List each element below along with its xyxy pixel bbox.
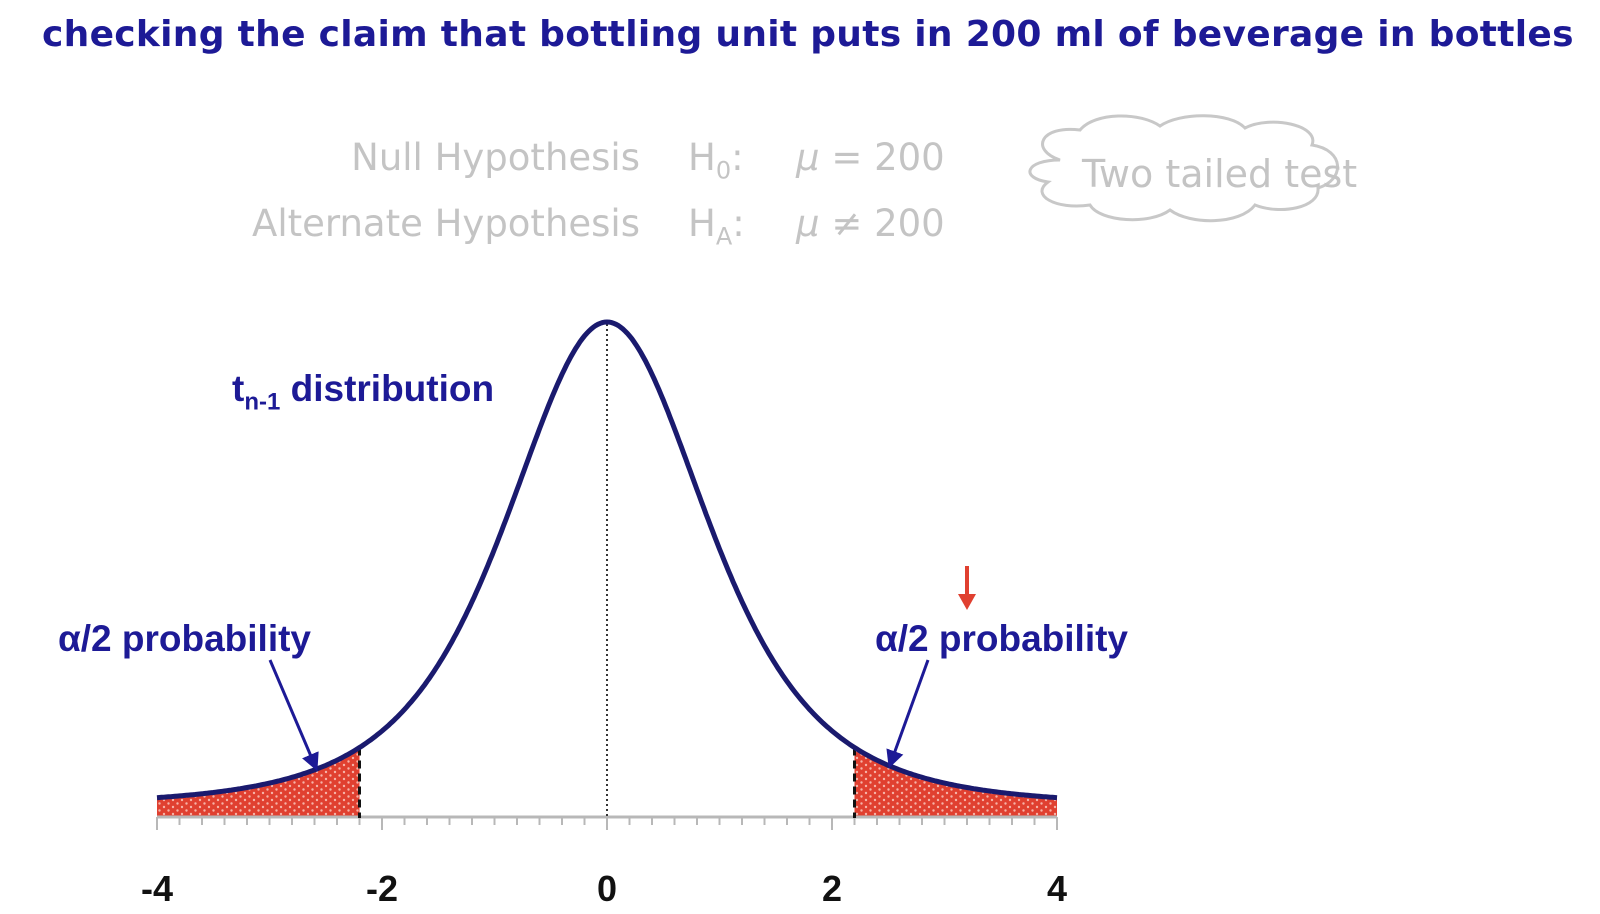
right-tail-arrow [886,659,930,769]
x-axis-minor-ticks [156,817,1058,830]
alt-hypothesis-label: Alternate Hypothesis [252,202,640,245]
x-tick-label: 2 [821,868,843,909]
left-tail-label: α/2 probability [58,618,312,659]
x-tick-label: -2 [365,868,399,909]
x-tick-label: 4 [1046,868,1068,909]
null-subscript: 0 [715,156,732,185]
mu-symbol-alt: μ [796,202,820,245]
right-tail-label: α/2 probability [875,618,1129,659]
null-h: H [688,136,716,179]
distribution-label: tn-1 distribution [232,368,494,416]
t-distribution-curve [156,319,1058,801]
dist-subscript: n-1 [244,388,281,416]
x-tick-label: 0 [596,868,618,909]
alt-hypothesis-value: μ ≠ 200 [796,202,945,245]
null-hypothesis-label: Null Hypothesis [351,136,640,179]
alt-h: H [688,202,716,245]
null-relation: = 200 [831,136,945,179]
null-colon: : [731,136,744,179]
alt-subscript: A [715,222,733,251]
mu-symbol: μ [796,136,820,179]
cloud-callout [1028,114,1339,223]
two-tailed-callout-text: Two tailed test [1082,152,1358,196]
dist-t: t [232,368,245,409]
page-title: checking the claim that bottling unit pu… [42,14,1574,55]
test-statistic-marker-arrow [958,566,976,610]
alt-colon: : [732,202,745,245]
null-hypothesis-symbol: H0: [688,136,744,184]
left-tail-arrow [268,659,319,772]
null-hypothesis-value: μ = 200 [796,136,945,179]
alt-hypothesis-symbol: HA: [688,202,745,250]
dist-rest: distribution [280,368,495,409]
right-tail-region [854,747,1057,818]
alt-relation: ≠ 200 [831,202,945,245]
x-tick-label: -4 [140,868,174,909]
left-tail-region [157,747,360,818]
